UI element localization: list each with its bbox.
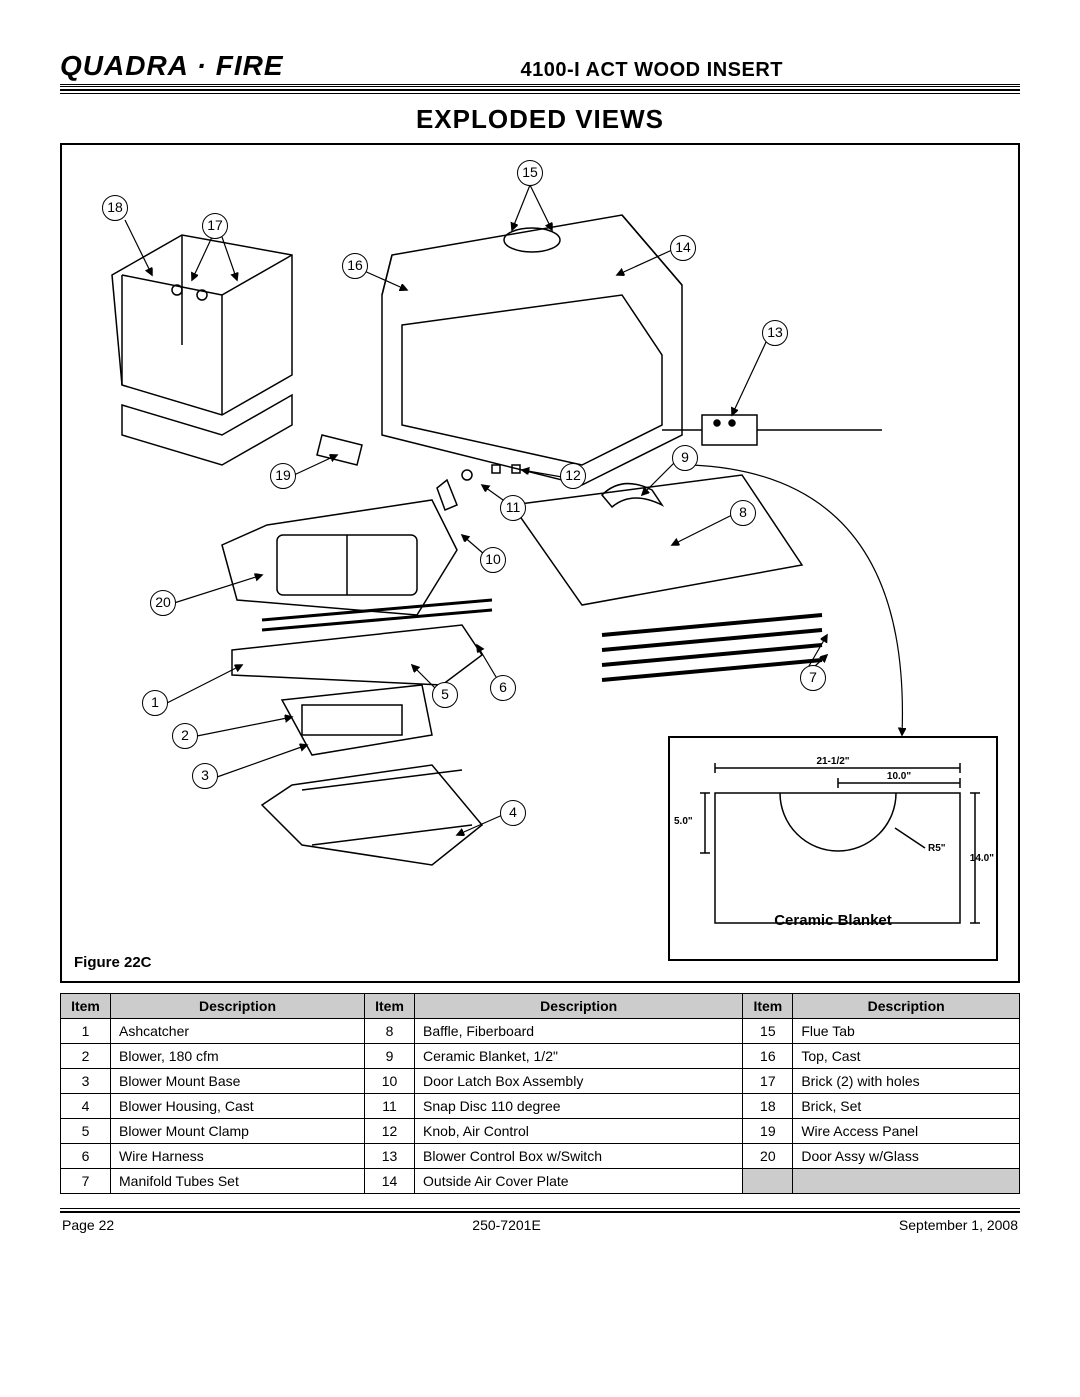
cell-item: 6 bbox=[61, 1144, 111, 1169]
col-desc: Description bbox=[415, 994, 743, 1019]
page-header: QUADRA · FIRE 4100-I ACT WOOD INSERT bbox=[60, 50, 1020, 87]
callout-14: 14 bbox=[670, 235, 696, 261]
dim-height-left: 5.0" bbox=[674, 816, 693, 827]
ceramic-label: Ceramic Blanket bbox=[670, 912, 996, 929]
cell-desc: Blower Mount Base bbox=[111, 1069, 365, 1094]
cell-desc: Knob, Air Control bbox=[415, 1119, 743, 1144]
callout-6: 6 bbox=[490, 675, 516, 701]
parts-table: Item Description Item Description Item D… bbox=[60, 993, 1020, 1194]
cell-desc: Blower, 180 cfm bbox=[111, 1044, 365, 1069]
callout-18: 18 bbox=[102, 195, 128, 221]
cell-desc: Top, Cast bbox=[793, 1044, 1020, 1069]
footer-page: Page 22 bbox=[62, 1217, 114, 1233]
cell-desc: Wire Harness bbox=[111, 1144, 365, 1169]
cell-item: 13 bbox=[365, 1144, 415, 1169]
col-item: Item bbox=[61, 994, 111, 1019]
footer-date: September 1, 2008 bbox=[899, 1217, 1018, 1233]
table-header-row: Item Description Item Description Item D… bbox=[61, 994, 1020, 1019]
footer-docnum: 250-7201E bbox=[472, 1217, 541, 1233]
callout-10: 10 bbox=[480, 547, 506, 573]
dim-width-full: 21-1/2" bbox=[670, 756, 996, 767]
cell-item: 9 bbox=[365, 1044, 415, 1069]
cell-item: 1 bbox=[61, 1019, 111, 1044]
brand-logo: QUADRA · FIRE bbox=[60, 50, 284, 82]
table-row: 3Blower Mount Base10Door Latch Box Assem… bbox=[61, 1069, 1020, 1094]
table-row: 1Ashcatcher8Baffle, Fiberboard15Flue Tab bbox=[61, 1019, 1020, 1044]
callout-20: 20 bbox=[150, 590, 176, 616]
table-row: 2Blower, 180 cfm9Ceramic Blanket, 1/2"16… bbox=[61, 1044, 1020, 1069]
cell-desc: Blower Mount Clamp bbox=[111, 1119, 365, 1144]
cell-desc: Door Latch Box Assembly bbox=[415, 1069, 743, 1094]
cell-item: 15 bbox=[743, 1019, 793, 1044]
cell-desc: Door Assy w/Glass bbox=[793, 1144, 1020, 1169]
callout-1: 1 bbox=[142, 690, 168, 716]
callout-15: 15 bbox=[517, 160, 543, 186]
cell-desc: Baffle, Fiberboard bbox=[415, 1019, 743, 1044]
cell-item: 10 bbox=[365, 1069, 415, 1094]
callout-5: 5 bbox=[432, 682, 458, 708]
col-item: Item bbox=[743, 994, 793, 1019]
cell-desc bbox=[793, 1169, 1020, 1194]
section-title: EXPLODED VIEWS bbox=[60, 104, 1020, 135]
cell-item: 17 bbox=[743, 1069, 793, 1094]
cell-desc: Wire Access Panel bbox=[793, 1119, 1020, 1144]
cell-item: 7 bbox=[61, 1169, 111, 1194]
cell-desc: Outside Air Cover Plate bbox=[415, 1169, 743, 1194]
callout-7: 7 bbox=[800, 665, 826, 691]
table-row: 6Wire Harness13Blower Control Box w/Swit… bbox=[61, 1144, 1020, 1169]
cell-desc: Flue Tab bbox=[793, 1019, 1020, 1044]
callout-12: 12 bbox=[560, 463, 586, 489]
cell-desc: Manifold Tubes Set bbox=[111, 1169, 365, 1194]
cell-item: 3 bbox=[61, 1069, 111, 1094]
dim-radius: R5" bbox=[928, 843, 946, 854]
table-row: 4Blower Housing, Cast11Snap Disc 110 deg… bbox=[61, 1094, 1020, 1119]
cell-item: 8 bbox=[365, 1019, 415, 1044]
cell-desc: Ashcatcher bbox=[111, 1019, 365, 1044]
table-row: 5Blower Mount Clamp12Knob, Air Control19… bbox=[61, 1119, 1020, 1144]
dim-height-right: 14.0" bbox=[970, 853, 994, 864]
dim-width-half: 10.0" bbox=[838, 771, 960, 782]
callout-17: 17 bbox=[202, 213, 228, 239]
cell-item: 16 bbox=[743, 1044, 793, 1069]
figure-caption: Figure 22C bbox=[74, 954, 152, 971]
cell-desc: Brick, Set bbox=[793, 1094, 1020, 1119]
callout-11: 11 bbox=[500, 495, 526, 521]
callout-13: 13 bbox=[762, 320, 788, 346]
cell-desc: Blower Control Box w/Switch bbox=[415, 1144, 743, 1169]
cell-item: 4 bbox=[61, 1094, 111, 1119]
exploded-view-figure: 15 18 17 16 14 13 9 19 12 11 8 10 20 7 6 5 12 3 4 bbox=[60, 143, 1020, 983]
callout-19: 19 bbox=[270, 463, 296, 489]
cell-item bbox=[743, 1169, 793, 1194]
ceramic-blanket-inset: 21-1/2" 10.0" 5.0" R5" 14.0" Ceramic Bla… bbox=[668, 736, 998, 961]
col-desc: Description bbox=[111, 994, 365, 1019]
cell-desc: Ceramic Blanket, 1/2" bbox=[415, 1044, 743, 1069]
cell-item: 2 bbox=[61, 1044, 111, 1069]
model-title: 4100-I ACT WOOD INSERT bbox=[521, 59, 784, 82]
callout-9: 9 bbox=[672, 445, 698, 471]
callout-8: 8 bbox=[730, 500, 756, 526]
cell-desc: Brick (2) with holes bbox=[793, 1069, 1020, 1094]
footer-rule bbox=[60, 1208, 1020, 1213]
callout-2: 2 bbox=[172, 723, 198, 749]
cell-desc: Blower Housing, Cast bbox=[111, 1094, 365, 1119]
callout-16: 16 bbox=[342, 253, 368, 279]
callout-4: 4 bbox=[500, 800, 526, 826]
cell-item: 20 bbox=[743, 1144, 793, 1169]
page-footer: Page 22 250-7201E September 1, 2008 bbox=[60, 1217, 1020, 1233]
cell-item: 14 bbox=[365, 1169, 415, 1194]
cell-item: 5 bbox=[61, 1119, 111, 1144]
cell-item: 18 bbox=[743, 1094, 793, 1119]
cell-item: 19 bbox=[743, 1119, 793, 1144]
brand-text: QUADRA · FIRE bbox=[60, 50, 284, 81]
callout-3: 3 bbox=[192, 763, 218, 789]
table-row: 7Manifold Tubes Set14Outside Air Cover P… bbox=[61, 1169, 1020, 1194]
cell-desc: Snap Disc 110 degree bbox=[415, 1094, 743, 1119]
col-item: Item bbox=[365, 994, 415, 1019]
header-rule bbox=[60, 89, 1020, 94]
col-desc: Description bbox=[793, 994, 1020, 1019]
cell-item: 11 bbox=[365, 1094, 415, 1119]
cell-item: 12 bbox=[365, 1119, 415, 1144]
